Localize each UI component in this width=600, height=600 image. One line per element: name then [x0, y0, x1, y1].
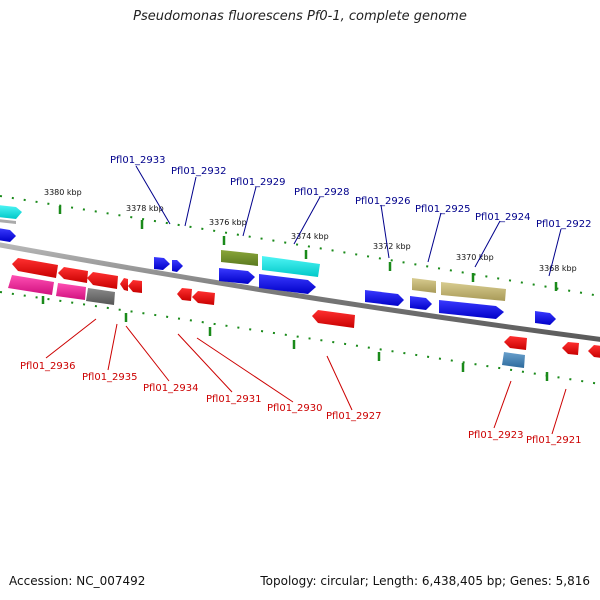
- genome-title: Pseudomonas fluorescens Pf0-1, complete …: [133, 9, 467, 24]
- genome-backbone: [0, 242, 600, 342]
- bottom-leader-lines: [45, 318, 567, 435]
- gene-arrow[interactable]: [588, 345, 600, 358]
- gene-arrow[interactable]: [535, 311, 556, 325]
- gene-arrow[interactable]: [177, 288, 192, 301]
- scale-label: 3376 kbp: [209, 218, 247, 227]
- gene-label-top[interactable]: Pfl01_2929: [230, 177, 286, 188]
- gene-arrow[interactable]: [439, 300, 504, 319]
- scale-label: 3374 kbp: [291, 232, 329, 241]
- gene-arrow[interactable]: [0, 205, 22, 219]
- gene-label-top[interactable]: Pfl01_2926: [355, 196, 411, 207]
- gene-label-top[interactable]: Pfl01_2928: [294, 187, 350, 198]
- gene-arrow[interactable]: [365, 290, 404, 306]
- gene-label-bottom[interactable]: Pfl01_2930: [267, 403, 323, 414]
- gene-arrow[interactable]: [562, 342, 579, 355]
- gene-arrow[interactable]: [312, 310, 355, 328]
- gene-arrow[interactable]: [504, 336, 527, 350]
- scale-label: 3368 kbp: [539, 264, 577, 273]
- gene-arrow[interactable]: [441, 282, 506, 301]
- gene-label-top[interactable]: Pfl01_2924: [475, 212, 531, 223]
- gene-label-bottom[interactable]: Pfl01_2927: [326, 411, 382, 422]
- gene-arrow[interactable]: [259, 274, 316, 294]
- gene-arrow[interactable]: [87, 272, 118, 289]
- lower-scale-ring: [0, 291, 600, 385]
- gene-label-top[interactable]: Pfl01_2932: [171, 166, 227, 177]
- gene-arrow[interactable]: [0, 219, 16, 224]
- genome-summary: Topology: circular; Length: 6,438,405 bp…: [260, 574, 590, 588]
- gene-label-bottom[interactable]: Pfl01_2936: [20, 361, 76, 372]
- gene-label-bottom[interactable]: Pfl01_2935: [82, 372, 138, 383]
- forward-strand-genes: [0, 205, 556, 325]
- gene-arrow[interactable]: [56, 283, 86, 300]
- gene-arrow[interactable]: [86, 288, 115, 305]
- gene-arrow[interactable]: [8, 275, 54, 295]
- gene-arrow[interactable]: [219, 268, 255, 284]
- scale-label: 3378 kbp: [126, 204, 164, 213]
- scale-label: 3380 kbp: [44, 188, 82, 197]
- gene-arrow[interactable]: [262, 256, 320, 277]
- gene-arrow[interactable]: [221, 250, 258, 266]
- gene-label-bottom[interactable]: Pfl01_2923: [468, 430, 524, 441]
- gene-label-bottom[interactable]: Pfl01_2931: [206, 394, 262, 405]
- gene-arrow[interactable]: [412, 278, 436, 293]
- gene-arrow[interactable]: [154, 257, 170, 270]
- reverse-strand-genes: [8, 258, 600, 368]
- gene-label-bottom[interactable]: Pfl01_2934: [143, 383, 199, 394]
- gene-arrow[interactable]: [502, 352, 525, 368]
- gene-arrow[interactable]: [128, 280, 142, 293]
- gene-arrow[interactable]: [410, 296, 432, 310]
- upper-scale-ring: [0, 195, 600, 297]
- gene-label-top[interactable]: Pfl01_2933: [110, 155, 166, 166]
- gene-label-bottom[interactable]: Pfl01_2921: [526, 435, 582, 446]
- gene-arrow[interactable]: [192, 291, 215, 305]
- gene-arrow[interactable]: [120, 278, 128, 291]
- accession-label: Accession: NC_007492: [9, 574, 146, 588]
- scale-label: 3370 kbp: [456, 253, 494, 262]
- scale-label: 3372 kbp: [373, 242, 411, 251]
- gene-arrow[interactable]: [172, 260, 183, 272]
- gene-label-top[interactable]: Pfl01_2922: [536, 219, 592, 230]
- top-leader-lines: [135, 165, 562, 277]
- gene-label-top[interactable]: Pfl01_2925: [415, 204, 471, 215]
- gene-arrow[interactable]: [0, 228, 16, 242]
- gene-arrow[interactable]: [12, 258, 58, 278]
- gene-arrow[interactable]: [58, 267, 88, 283]
